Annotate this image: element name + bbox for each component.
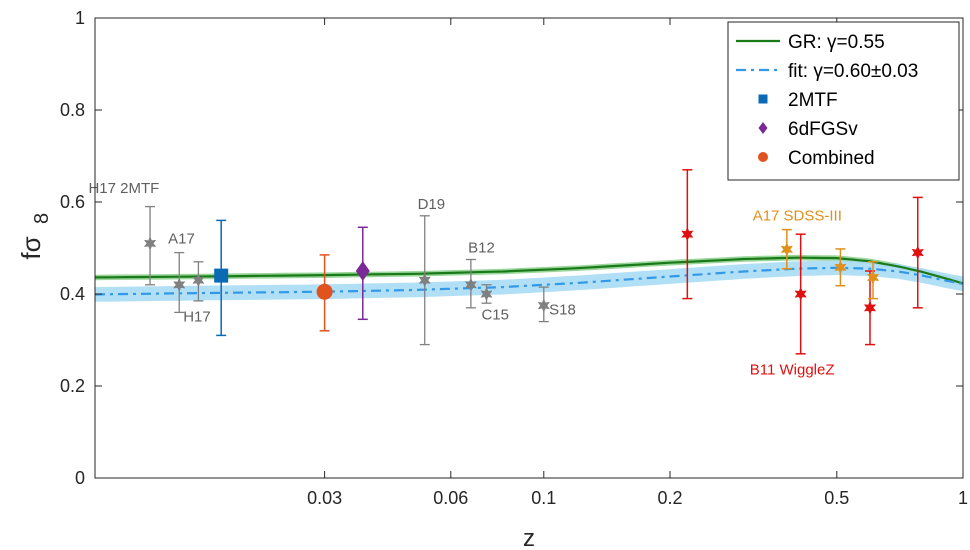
y-axis-label-subscript: 8 <box>31 213 53 224</box>
annotation-label: H17 <box>183 309 211 326</box>
legend-label: fit: γ=0.60±0.03 <box>788 61 918 82</box>
annotation-label: B11 WiggleZ <box>750 362 835 379</box>
y-tick-label: 1 <box>75 8 85 28</box>
marker-star <box>480 286 493 302</box>
axes: 0 0.2 0.4 0.6 0.8 1 0.03 0.06 0.1 0.2 0.5 1 z fσ 8 <box>16 8 968 550</box>
data-point-6dfgsv <box>355 226 370 321</box>
legend-entry: GR: γ=0.55 <box>736 32 885 53</box>
marker-star <box>911 245 924 260</box>
annotation-label: D19 <box>418 196 446 213</box>
data-point-other <box>464 258 478 309</box>
data-point-2mtf <box>214 219 229 337</box>
data-point-sdss-iii <box>866 261 880 300</box>
data-point-wigglez <box>681 169 694 300</box>
marker-star <box>794 286 807 302</box>
marker-square <box>214 268 229 283</box>
annotation-label: A17 SDSS-III <box>753 207 842 224</box>
marker-star <box>780 242 794 257</box>
legend-entry: 2MTF <box>758 90 838 111</box>
legend-entry: 6dFGSv <box>758 119 858 140</box>
legend-label: Combined <box>788 148 875 169</box>
marker-star <box>192 273 205 288</box>
data-point-wigglez <box>863 270 877 346</box>
legend: GR: γ=0.55 fit: γ=0.60±0.03 2MTF 6dFGSv Comb… <box>727 21 960 181</box>
annotation-label: H17 2MTF <box>88 180 159 197</box>
y-tick-label: 0.4 <box>60 284 85 304</box>
annotation-label: S18 <box>549 302 576 319</box>
marker-star <box>537 298 550 313</box>
x-tick-label: 0.5 <box>824 488 849 508</box>
x-tick-label: 0.06 <box>433 488 468 508</box>
x-axis-label: z <box>523 525 535 550</box>
x-tick-label: 1 <box>958 488 968 508</box>
marker-star <box>173 277 186 292</box>
legend-swatch-circle <box>758 152 768 162</box>
data-point-other <box>418 215 431 346</box>
curves <box>94 256 964 296</box>
legend-label: 2MTF <box>788 90 838 111</box>
y-tick-label: 0.8 <box>60 100 85 120</box>
legend-swatch-diamond <box>758 122 768 134</box>
annotation-label: A17 <box>168 230 195 247</box>
data-point-combined <box>316 254 333 332</box>
marker-star <box>418 273 431 288</box>
curve-gr <box>94 256 964 285</box>
y-tick-label: 0 <box>75 468 85 488</box>
data-point-other <box>480 284 493 304</box>
marker-star <box>863 300 877 315</box>
marker-star <box>866 270 880 285</box>
y-tick-label: 0.6 <box>60 192 85 212</box>
legend-entry: fit: γ=0.60±0.03 <box>736 61 918 82</box>
x-tick-label: 0.03 <box>307 488 342 508</box>
plot-frame <box>94 17 964 479</box>
legend-label: GR: γ=0.55 <box>788 32 885 53</box>
annotation-label: C15 <box>481 306 509 323</box>
legend-label: 6dFGSv <box>788 119 858 140</box>
marker-star <box>143 236 157 251</box>
marker-star <box>464 277 478 292</box>
data-point-wigglez <box>911 196 924 309</box>
marker-diamond <box>355 261 370 281</box>
annotation-label: B12 <box>468 240 495 257</box>
data-point-sdss-iii <box>780 228 794 270</box>
y-axis-label-main: fσ <box>16 236 46 259</box>
data-point-wigglez <box>794 233 807 355</box>
marker-star <box>834 260 847 275</box>
data-point-other <box>143 205 157 286</box>
data-point-other <box>192 261 205 302</box>
marker-circle <box>316 283 333 300</box>
x-tick-label: 0.2 <box>657 488 682 508</box>
data-point-other <box>537 286 550 323</box>
data-point-sdss-iii <box>834 248 847 287</box>
curve-fit <box>94 266 964 296</box>
annotations: H17 2MTF A17 H17 D19 B12 C15 S18 A17 SDSS-III B1… <box>88 180 841 379</box>
y-tick-label: 0.2 <box>60 376 85 396</box>
legend-entry: Combined <box>758 148 875 169</box>
x-tick-label: 0.1 <box>531 488 556 508</box>
data-points <box>143 169 924 355</box>
marker-star <box>681 227 694 242</box>
y-axis-label: fσ 8 <box>16 213 53 260</box>
data-point-other <box>173 251 186 314</box>
legend-swatch-square <box>758 94 768 104</box>
